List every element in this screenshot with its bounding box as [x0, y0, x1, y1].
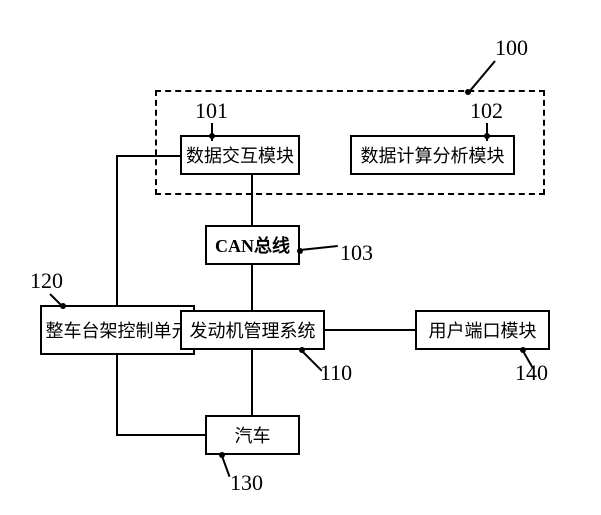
ref-103: 103 [340, 240, 373, 266]
leader-130-tip [219, 452, 225, 458]
edge-ctrl-car-v [116, 355, 118, 435]
leader-110-tip [299, 347, 305, 353]
leader-140-tip [520, 347, 526, 353]
leader-120-tip [60, 303, 66, 309]
ref-130: 130 [230, 470, 263, 496]
leader-101-tip [209, 133, 215, 139]
ref-110: 110 [320, 360, 352, 386]
edge-engine-car [251, 350, 253, 415]
edge-ctrl-interact-v [116, 155, 118, 305]
edge-canbus-engine [251, 265, 253, 310]
node-car: 汽车 [205, 415, 300, 455]
node-vehicle-ctrl: 整车台架控制单元 [40, 305, 195, 355]
node-can-bus-label: CAN总线 [215, 232, 290, 258]
ref-120: 120 [30, 268, 63, 294]
edge-ctrl-interact-h [116, 155, 180, 157]
edge-engine-userport [325, 329, 415, 331]
ref-101: 101 [195, 98, 228, 124]
edge-ctrl-car-h [116, 434, 205, 436]
node-data-interact-label: 数据交互模块 [186, 142, 294, 168]
leader-103 [300, 245, 338, 251]
leader-102-tip [484, 133, 490, 139]
node-data-calc-label: 数据计算分析模块 [361, 142, 505, 168]
node-data-interact: 数据交互模块 [180, 135, 300, 175]
node-car-label: 汽车 [235, 422, 271, 448]
edge-interact-canbus [251, 175, 253, 225]
node-user-port-label: 用户端口模块 [429, 317, 537, 343]
node-data-calc: 数据计算分析模块 [350, 135, 515, 175]
node-engine-mgmt: 发动机管理系统 [180, 310, 325, 350]
leader-100 [467, 60, 496, 93]
leader-100-tip [465, 89, 471, 95]
ref-102: 102 [470, 98, 503, 124]
node-can-bus: CAN总线 [205, 225, 300, 265]
node-user-port: 用户端口模块 [415, 310, 550, 350]
ref-100: 100 [495, 35, 528, 61]
node-engine-mgmt-label: 发动机管理系统 [190, 317, 316, 343]
node-vehicle-ctrl-label: 整车台架控制单元 [46, 317, 190, 343]
leader-130 [221, 456, 230, 477]
leader-103-tip [297, 248, 303, 254]
